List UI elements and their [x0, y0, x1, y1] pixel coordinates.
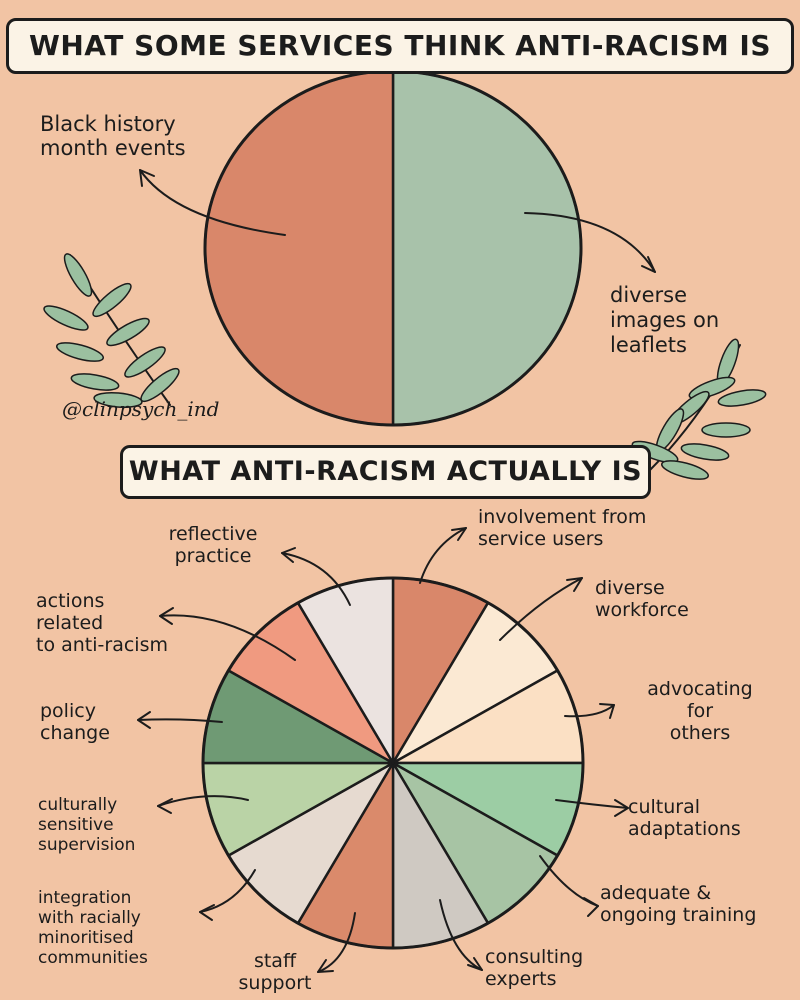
label-black-history-month-events: Black history month events [40, 112, 186, 160]
pie-chart-top [203, 69, 583, 427]
label-consulting-experts: consulting experts [485, 946, 584, 990]
arrow-actions [159, 607, 296, 661]
arrow-staff-support [317, 912, 356, 973]
label-diverse-images-on-leaflets: diverse images on leaflets [610, 283, 720, 357]
arrow-advocating [564, 703, 615, 719]
label-policy-change: policy change [40, 700, 110, 744]
callout-arrows [137, 169, 656, 973]
pie-chart-bottom [201, 576, 585, 950]
leaf-branch-left [43, 253, 180, 409]
leaf-decorations [43, 253, 767, 480]
arrow-cultural-adaptations [555, 799, 629, 817]
arrow-culturally-sensitive [157, 795, 249, 814]
pie-slice-black-history-month-events [391, 69, 583, 427]
arrow-adequate-training [539, 855, 599, 917]
label-adequate-ongoing-training: adequate & ongoing training [600, 882, 757, 926]
arrow-integration [199, 869, 256, 921]
pie-slice-diverse-images-on-leaflets [203, 69, 395, 427]
arrow-diverse-images [524, 212, 656, 273]
label-involvement-from-service-users: involvement from service users [478, 506, 647, 550]
bottom-title-banner: WHAT ANTI-RACISM ACTUALLY IS [120, 445, 651, 499]
label-integration-with-racially-minoritised-communities: integration with racially minoritised co… [38, 888, 148, 968]
arrow-policy [137, 711, 223, 729]
pie-outline [201, 576, 585, 950]
label-diverse-workforce: diverse workforce [595, 577, 689, 621]
label-cultural-adaptations: cultural adaptations [628, 796, 741, 840]
label-culturally-sensitive-supervision: culturally sensitive supervision [38, 795, 136, 855]
arrow-consulting [439, 899, 483, 971]
label-actions-related-to-anti-racism: actions related to anti-racism [36, 590, 168, 656]
arrow-diverse-workforce [499, 577, 583, 641]
credit-handle: @clinpsych_ind [62, 397, 220, 421]
arrow-involvement [419, 527, 467, 584]
label-reflective-practice: reflective practice [168, 523, 258, 567]
arrow-reflective [281, 547, 351, 606]
top-title-banner: WHAT SOME SERVICES THINK ANTI-RACISM IS [6, 18, 794, 74]
arrow-black-history [139, 169, 286, 236]
leaf-branch-right [631, 338, 767, 480]
label-advocating-for-others: advocating for others [647, 678, 753, 744]
label-staff-support: staff support [238, 950, 312, 994]
